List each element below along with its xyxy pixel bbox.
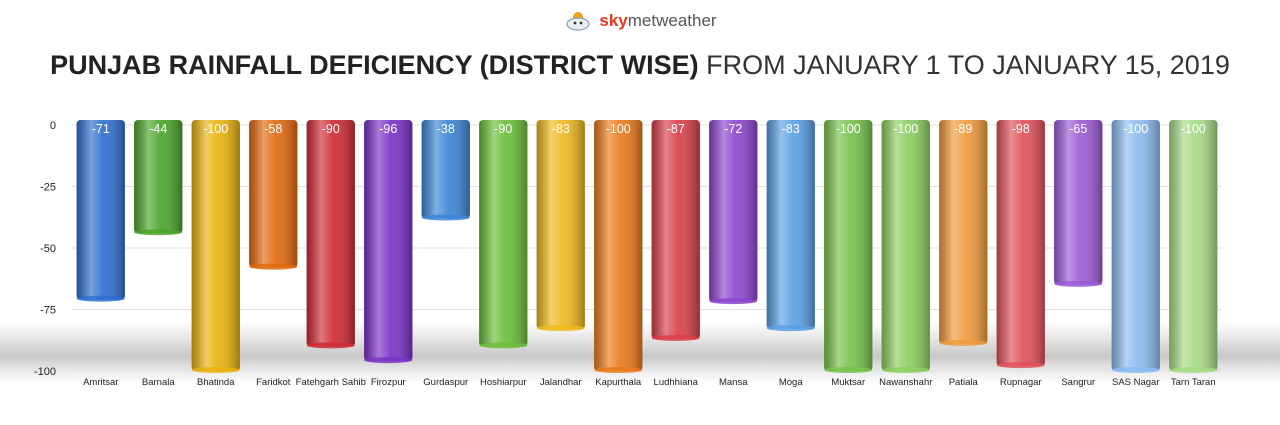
bar bbox=[594, 120, 643, 373]
bar bbox=[536, 120, 585, 332]
y-tick-label: -50 bbox=[40, 243, 56, 255]
bar bbox=[824, 120, 873, 373]
chart-title-light: FROM JANUARY 1 TO JANUARY 15, 2019 bbox=[698, 50, 1230, 80]
bar-value-label: -100 bbox=[203, 122, 228, 136]
x-tick-label: Hoshiarpur bbox=[480, 377, 526, 388]
bar bbox=[651, 120, 700, 342]
x-tick-label: Barnala bbox=[142, 377, 175, 388]
x-tick-label: Fatehgarh Sahib bbox=[296, 377, 366, 388]
x-tick-label: Muktsar bbox=[831, 377, 865, 388]
bar-value-label: -100 bbox=[1123, 122, 1148, 136]
x-tick-label: Jalandhar bbox=[540, 377, 582, 388]
x-tick-label: Ludhhiana bbox=[654, 377, 699, 388]
bar-value-label: -96 bbox=[379, 122, 397, 136]
chart-title-bold: PUNJAB RAINFALL DEFICIENCY (DISTRICT WIS… bbox=[50, 50, 699, 80]
bar-value-label: -38 bbox=[437, 122, 455, 136]
bar bbox=[766, 120, 815, 332]
bar-value-label: -90 bbox=[322, 122, 340, 136]
bar bbox=[191, 120, 240, 373]
bar bbox=[1169, 120, 1218, 373]
brand-name: skymetweather bbox=[599, 11, 717, 30]
x-tick-label: Bhatinda bbox=[197, 377, 235, 388]
bar-value-label: -71 bbox=[92, 122, 110, 136]
bar bbox=[1111, 120, 1160, 373]
bar bbox=[364, 120, 413, 364]
bar-value-label: -90 bbox=[494, 122, 512, 136]
bar-value-label: -87 bbox=[667, 122, 685, 136]
cloud-sun-icon bbox=[566, 12, 590, 31]
y-tick-label: -100 bbox=[34, 366, 56, 378]
x-tick-label: Tarn Taran bbox=[1171, 377, 1216, 388]
y-tick-label: -75 bbox=[40, 305, 56, 317]
x-tick-label: Amritsar bbox=[83, 377, 118, 388]
bar-value-label: -100 bbox=[893, 122, 918, 136]
x-tick-label: Gurdaspur bbox=[423, 377, 468, 388]
x-tick-label: Moga bbox=[779, 377, 803, 388]
x-tick-label: Nawanshahr bbox=[879, 377, 932, 388]
bar-value-label: -98 bbox=[1012, 122, 1030, 136]
bar bbox=[939, 120, 988, 346]
bar-value-label: -44 bbox=[149, 122, 167, 136]
bar-value-label: -83 bbox=[552, 122, 570, 136]
brand-header: skymetweather bbox=[0, 8, 1280, 34]
x-tick-label: Sangrur bbox=[1061, 377, 1095, 388]
bar-value-label: -100 bbox=[1181, 122, 1206, 136]
bar bbox=[479, 120, 528, 349]
bar bbox=[306, 120, 355, 349]
bar-value-label: -58 bbox=[264, 122, 282, 136]
bar-value-label: -72 bbox=[724, 122, 742, 136]
bar-value-label: -83 bbox=[782, 122, 800, 136]
bar-value-label: -100 bbox=[606, 122, 631, 136]
x-tick-label: SAS Nagar bbox=[1112, 377, 1160, 388]
y-tick-label: -25 bbox=[40, 182, 56, 194]
bar-value-label: -65 bbox=[1069, 122, 1087, 136]
bar bbox=[709, 120, 758, 305]
bar bbox=[996, 120, 1045, 369]
x-tick-label: Mansa bbox=[719, 377, 748, 388]
y-tick-label: 0 bbox=[50, 120, 56, 132]
bar bbox=[421, 120, 470, 221]
x-tick-label: Faridkot bbox=[256, 377, 291, 388]
bar bbox=[1054, 120, 1103, 287]
x-tick-label: Firozpur bbox=[371, 377, 406, 388]
x-tick-label: Rupnagar bbox=[1000, 377, 1042, 388]
bar bbox=[881, 120, 930, 373]
x-tick-label: Patiala bbox=[949, 377, 979, 388]
x-tick-label: Kapurthala bbox=[595, 377, 642, 388]
bar-value-label: -100 bbox=[836, 122, 861, 136]
bar bbox=[76, 120, 125, 302]
bar-value-label: -89 bbox=[954, 122, 972, 136]
bar bbox=[249, 120, 298, 270]
bar bbox=[134, 120, 183, 236]
chart-title: PUNJAB RAINFALL DEFICIENCY (DISTRICT WIS… bbox=[0, 50, 1280, 81]
